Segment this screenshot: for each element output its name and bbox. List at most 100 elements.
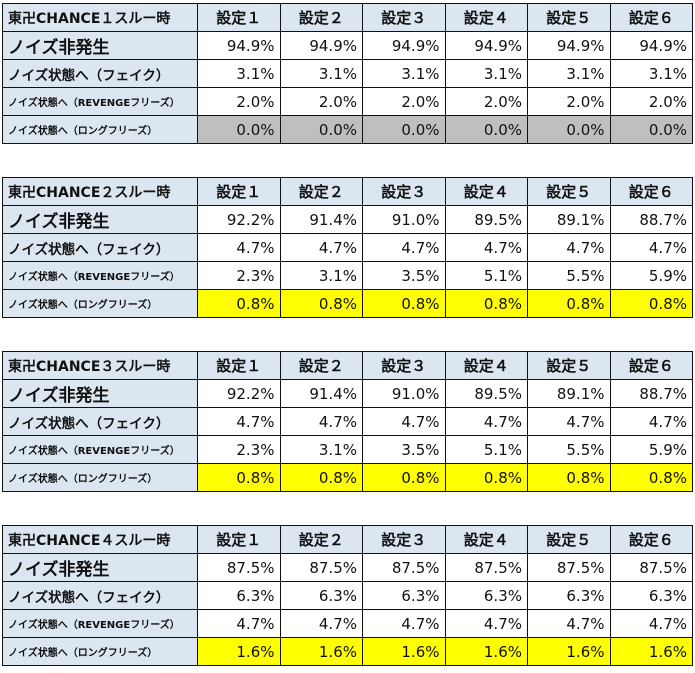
setting-header: 設定６ [609, 177, 693, 206]
row-label: ノイズ非発生 [2, 379, 198, 408]
setting-header: 設定１ [197, 177, 281, 206]
value-cell: 6.3% [609, 581, 693, 610]
value-cell: 4.7% [362, 233, 446, 262]
table-title: 東卍CHANCE２スルー時 [2, 177, 198, 206]
value-cell: 94.9% [527, 31, 611, 60]
value-cell: 4.7% [279, 233, 363, 262]
value-cell: 6.3% [444, 581, 528, 610]
row-label: ノイズ状態へ（REVENGEフリーズ） [2, 87, 198, 116]
table-row: ノイズ状態へ（REVENGEフリーズ） 2.0% 2.0% 2.0% 2.0% 2.0% 2… [2, 87, 693, 116]
setting-header: 設定３ [362, 525, 446, 554]
value-cell: 87.5% [197, 553, 281, 582]
setting-header: 設定４ [444, 525, 528, 554]
value-cell: 3.5% [362, 261, 446, 290]
value-cell: 88.7% [609, 379, 693, 408]
value-cell: 0.8% [609, 463, 693, 492]
table-row: ノイズ非発生 92.2% 91.4% 91.0% 89.5% 89.1% 88.7% [2, 205, 693, 234]
probability-table-3: 東卍CHANCE３スルー時 設定１ 設定２ 設定３ 設定４ 設定５ 設定６ ノイズ非発生 92.… [2, 351, 693, 492]
value-cell: 0.8% [279, 463, 363, 492]
value-cell: 0.8% [362, 289, 446, 318]
table-title: 東卍CHANCE３スルー時 [2, 351, 198, 380]
value-cell: 0.0% [197, 115, 281, 144]
value-cell: 5.1% [444, 261, 528, 290]
setting-header: 設定６ [609, 351, 693, 380]
value-cell: 87.5% [609, 553, 693, 582]
table-row: ノイズ状態へ（ロングフリーズ） 0.0% 0.0% 0.0% 0.0% 0.0% 0.0% [2, 115, 693, 144]
row-label: ノイズ状態へ（ロングフリーズ） [2, 463, 198, 492]
value-cell: 0.8% [444, 289, 528, 318]
value-cell: 4.7% [362, 407, 446, 436]
value-cell: 94.9% [609, 31, 693, 60]
row-label: ノイズ状態へ（ロングフリーズ） [2, 637, 198, 666]
value-cell: 2.3% [197, 261, 281, 290]
value-cell: 4.7% [197, 233, 281, 262]
row-label: ノイズ状態へ（フェイク） [2, 581, 198, 610]
value-cell: 3.5% [362, 435, 446, 464]
table-title: 東卍CHANCE１スルー時 [2, 3, 198, 32]
value-cell: 2.0% [362, 87, 446, 116]
setting-header: 設定４ [444, 3, 528, 32]
setting-header: 設定４ [444, 351, 528, 380]
value-cell: 5.9% [609, 261, 693, 290]
value-cell: 87.5% [279, 553, 363, 582]
row-label: ノイズ状態へ（フェイク） [2, 233, 198, 262]
row-label: ノイズ状態へ（ロングフリーズ） [2, 289, 198, 318]
header-row: 東卍CHANCE３スルー時 設定１ 設定２ 設定３ 設定４ 設定５ 設定６ [2, 351, 693, 380]
table-row: ノイズ状態へ（フェイク） 4.7% 4.7% 4.7% 4.7% 4.7% 4.7% [2, 233, 693, 262]
value-cell: 2.0% [609, 87, 693, 116]
setting-header: 設定６ [609, 3, 693, 32]
setting-header: 設定２ [279, 351, 363, 380]
table-row: ノイズ状態へ（REVENGEフリーズ） 2.3% 3.1% 3.5% 5.1% 5.5% 5… [2, 435, 693, 464]
value-cell: 3.1% [279, 59, 363, 88]
value-cell: 0.0% [527, 115, 611, 144]
value-cell: 3.1% [197, 59, 281, 88]
setting-header: 設定１ [197, 3, 281, 32]
value-cell: 4.7% [527, 233, 611, 262]
value-cell: 0.8% [609, 289, 693, 318]
value-cell: 1.6% [527, 637, 611, 666]
value-cell: 1.6% [444, 637, 528, 666]
setting-header: 設定３ [362, 3, 446, 32]
probability-table-4: 東卍CHANCE４スルー時 設定１ 設定２ 設定３ 設定４ 設定５ 設定６ ノイズ非発生 87.… [2, 525, 693, 666]
value-cell: 88.7% [609, 205, 693, 234]
setting-header: 設定５ [527, 351, 611, 380]
value-cell: 1.6% [609, 637, 693, 666]
value-cell: 94.9% [444, 31, 528, 60]
value-cell: 0.8% [444, 463, 528, 492]
value-cell: 89.1% [527, 205, 611, 234]
value-cell: 1.6% [362, 637, 446, 666]
value-cell: 4.7% [609, 407, 693, 436]
value-cell: 5.5% [527, 435, 611, 464]
value-cell: 91.0% [362, 379, 446, 408]
value-cell: 89.5% [444, 205, 528, 234]
value-cell: 4.7% [197, 407, 281, 436]
value-cell: 0.8% [527, 289, 611, 318]
table-row: ノイズ状態へ（REVENGEフリーズ） 2.3% 3.1% 3.5% 5.1% 5.5% 5… [2, 261, 693, 290]
value-cell: 3.1% [527, 59, 611, 88]
value-cell: 89.5% [444, 379, 528, 408]
value-cell: 3.1% [609, 59, 693, 88]
setting-header: 設定２ [279, 525, 363, 554]
table-row: ノイズ非発生 87.5% 87.5% 87.5% 87.5% 87.5% 87.5% [2, 553, 693, 582]
value-cell: 1.6% [279, 637, 363, 666]
value-cell: 4.7% [362, 609, 446, 638]
value-cell: 91.4% [279, 379, 363, 408]
value-cell: 0.8% [197, 289, 281, 318]
value-cell: 0.8% [197, 463, 281, 492]
value-cell: 87.5% [444, 553, 528, 582]
value-cell: 3.1% [279, 435, 363, 464]
value-cell: 0.8% [362, 463, 446, 492]
value-cell: 5.5% [527, 261, 611, 290]
value-cell: 6.3% [279, 581, 363, 610]
table-row: ノイズ状態へ（REVENGEフリーズ） 4.7% 4.7% 4.7% 4.7% 4.7% 4… [2, 609, 693, 638]
value-cell: 3.1% [362, 59, 446, 88]
value-cell: 5.1% [444, 435, 528, 464]
value-cell: 4.7% [444, 407, 528, 436]
setting-header: 設定１ [197, 525, 281, 554]
value-cell: 6.3% [197, 581, 281, 610]
table-row: ノイズ非発生 92.2% 91.4% 91.0% 89.5% 89.1% 88.7% [2, 379, 693, 408]
row-label: ノイズ状態へ（フェイク） [2, 59, 198, 88]
value-cell: 0.0% [362, 115, 446, 144]
value-cell: 4.7% [279, 609, 363, 638]
